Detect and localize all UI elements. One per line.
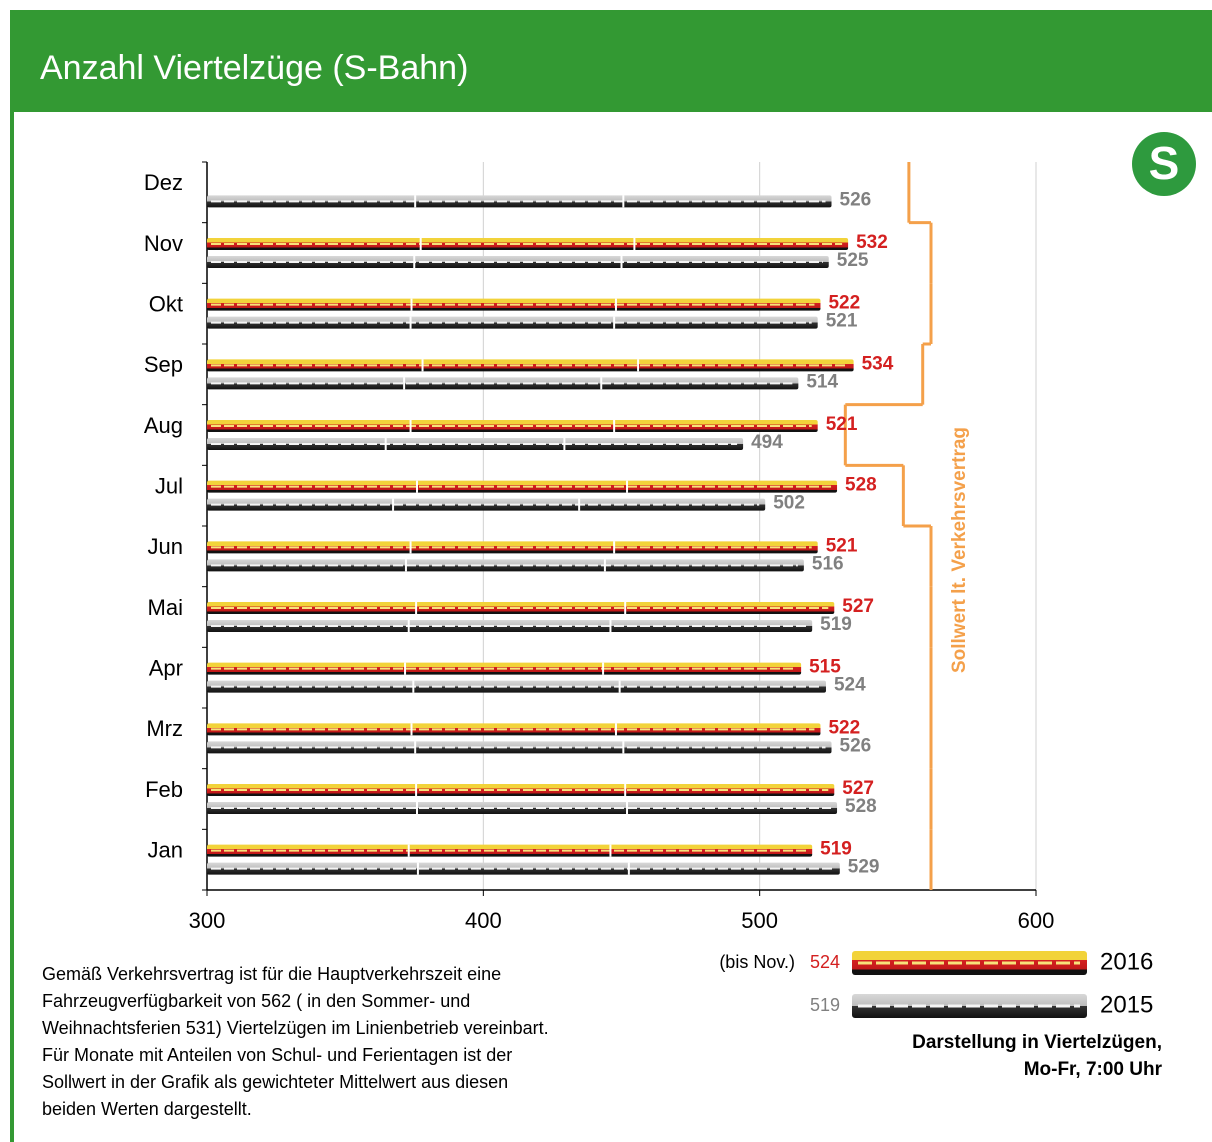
value-label: 522	[828, 293, 860, 314]
value-label: 502	[773, 493, 805, 514]
legend-caption: Mo-Fr, 7:00 Uhr	[1024, 1059, 1163, 1080]
y-tick-label: Sep	[144, 352, 183, 377]
value-label: 514	[806, 371, 838, 392]
bar	[207, 844, 813, 857]
footnote-line: Sollwert in der Grafik als gewichteter M…	[42, 1072, 508, 1092]
legend-note: (bis Nov.)	[719, 952, 795, 972]
x-tick-label: 300	[189, 908, 226, 933]
legend-caption: Darstellung in Viertelzügen,	[912, 1032, 1162, 1053]
bar	[207, 802, 838, 814]
y-tick-label: Okt	[149, 291, 183, 316]
footnote-line: Für Monate mit Anteilen von Schul- und F…	[42, 1045, 512, 1065]
y-tick-label: Apr	[149, 655, 183, 680]
title: Anzahl Viertelzüge (S-Bahn)	[40, 49, 468, 87]
value-label: 525	[837, 250, 869, 271]
y-tick-label: Dez	[144, 170, 183, 195]
legend-average: 519	[810, 995, 840, 1015]
value-label: 516	[812, 553, 844, 574]
bar	[207, 480, 838, 493]
legend-label: 2016	[1100, 948, 1153, 975]
value-label: 534	[862, 353, 894, 374]
x-tick-label: 600	[1018, 908, 1055, 933]
footnote-line: Weihnachtsferien 531) Viertelzügen im Li…	[42, 1018, 549, 1038]
value-label: 521	[826, 414, 858, 435]
value-label: 526	[840, 189, 872, 210]
header	[10, 10, 1212, 112]
value-label: 527	[842, 778, 874, 799]
value-label: 528	[845, 796, 877, 817]
y-tick-label: Jan	[148, 837, 183, 862]
bar	[207, 620, 813, 632]
logo-letter: S	[1149, 137, 1180, 189]
value-label: 524	[834, 675, 866, 696]
footnote-line: Fahrzeugverfügbarkeit von 562 ( in den S…	[42, 991, 470, 1011]
value-label: 522	[828, 717, 860, 738]
footnote-line: beiden Werten dargestellt.	[42, 1099, 252, 1119]
value-label: 521	[826, 535, 858, 556]
legend-average: 524	[810, 952, 840, 972]
footnote-line: Gemäß Verkehrsvertrag ist für die Hauptv…	[42, 964, 501, 984]
bar	[207, 602, 835, 614]
value-label: 532	[856, 232, 888, 253]
legend-label: 2015	[1100, 991, 1153, 1018]
y-tick-label: Jul	[155, 473, 183, 498]
value-label: 527	[842, 596, 874, 617]
x-tick-label: 500	[741, 908, 778, 933]
value-label: 519	[820, 839, 852, 860]
value-label: 529	[848, 857, 880, 878]
value-label: 519	[820, 614, 852, 635]
y-tick-label: Feb	[145, 777, 183, 802]
logo	[1132, 132, 1196, 196]
value-label: 521	[826, 311, 858, 332]
frame-border	[10, 112, 14, 1142]
target-label: Sollwert lt. Verkehrsvertrag	[949, 427, 970, 673]
value-label: 526	[840, 735, 872, 756]
value-label: 528	[845, 475, 877, 496]
y-tick-label: Nov	[144, 231, 183, 256]
y-tick-label: Aug	[144, 413, 183, 438]
bar	[207, 784, 835, 796]
y-tick-label: Mrz	[146, 716, 183, 741]
y-tick-label: Mai	[148, 595, 183, 620]
value-label: 515	[809, 657, 841, 678]
y-tick-label: Jun	[148, 534, 183, 559]
x-tick-label: 400	[465, 908, 502, 933]
value-label: 494	[751, 432, 783, 453]
